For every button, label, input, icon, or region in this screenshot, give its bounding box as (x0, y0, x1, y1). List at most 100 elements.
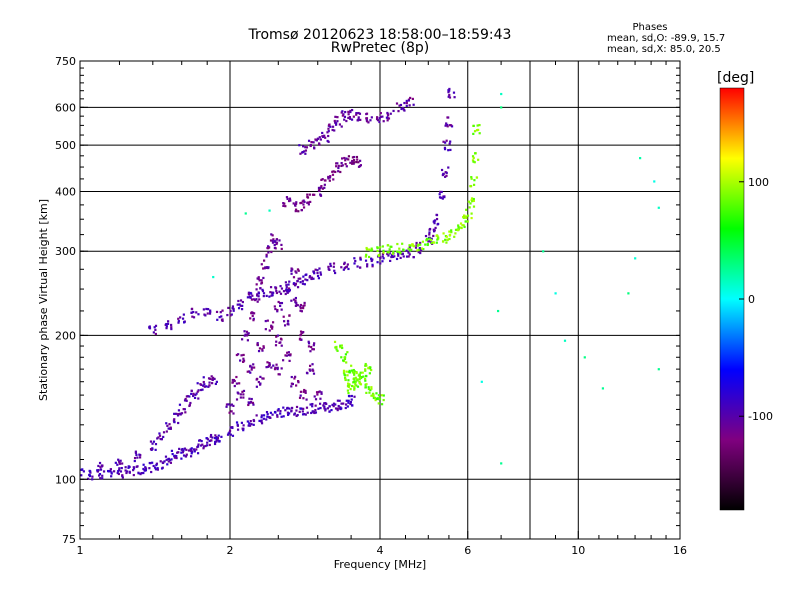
echo-point (381, 115, 384, 118)
echo-point (311, 193, 315, 196)
echo-point (166, 322, 170, 325)
echo-point (208, 312, 212, 315)
echo-point (351, 371, 354, 374)
echo-point (282, 359, 285, 362)
echo-point (134, 450, 137, 453)
echo-point (337, 164, 340, 167)
echo-point (138, 456, 142, 459)
echo-point (314, 404, 317, 407)
echo-point (428, 233, 431, 236)
echo-point (424, 234, 428, 238)
echo-point (353, 370, 356, 373)
echo-point (359, 256, 362, 259)
echo-point (266, 245, 270, 248)
echo-point (196, 452, 200, 455)
echo-point (448, 93, 451, 97)
echo-point (470, 198, 473, 202)
echo-point (408, 246, 411, 249)
echo-point (233, 379, 236, 383)
echo-point (428, 237, 431, 240)
echo-point (211, 378, 214, 381)
echo-point (329, 175, 332, 178)
echo-point (408, 244, 411, 247)
echo-point (250, 368, 253, 371)
echo-point (354, 382, 357, 386)
echo-point (290, 299, 293, 302)
echo-point (292, 282, 296, 285)
echo-point (378, 117, 381, 120)
echo-point (290, 409, 293, 412)
y-tick-label: 200 (55, 329, 76, 342)
echo-point (127, 466, 130, 469)
echo-point (262, 414, 266, 417)
echo-point (136, 456, 139, 459)
echo-point (207, 308, 210, 311)
echo-point (468, 206, 471, 209)
echo-point (297, 269, 300, 272)
echo-point (299, 330, 303, 333)
echo-point (449, 233, 452, 236)
echo-point (110, 475, 113, 478)
echo-point (297, 381, 300, 384)
echo-point (291, 406, 294, 410)
echo-point (148, 467, 151, 470)
echo-point (197, 443, 200, 446)
echo-point (326, 407, 330, 410)
echo-point (205, 307, 208, 311)
echo-point (174, 412, 178, 415)
echo-point (266, 361, 269, 364)
echo-point (314, 268, 317, 271)
echo-point (162, 431, 166, 434)
echo-point (634, 257, 637, 260)
echo-point (450, 231, 453, 234)
echo-point (435, 241, 438, 244)
echo-point (265, 266, 269, 270)
echo-point (346, 389, 350, 392)
echo-point (382, 251, 385, 254)
echo-point (132, 473, 135, 477)
echo-point (248, 424, 252, 427)
echo-point (386, 111, 389, 115)
echo-point (333, 129, 336, 132)
echo-point (381, 260, 384, 263)
echo-point (119, 470, 123, 473)
echo-point (441, 240, 445, 243)
echo-point (109, 468, 112, 471)
echo-point (403, 109, 406, 112)
echo-point (627, 292, 630, 295)
echo-point (391, 252, 394, 255)
echo-point (472, 205, 476, 208)
echo-point (382, 120, 385, 123)
echo-point (244, 212, 247, 215)
echo-point (285, 286, 288, 289)
echo-point (226, 313, 229, 317)
echo-point (308, 193, 311, 196)
echo-point (657, 206, 660, 209)
echo-point (232, 404, 235, 407)
echo-point (260, 416, 263, 419)
echo-point (352, 368, 355, 372)
echo-point (337, 170, 340, 173)
echo-point (335, 122, 338, 125)
echo-point (405, 101, 408, 105)
echo-point (189, 401, 192, 405)
echo-point (448, 87, 451, 91)
echo-point (297, 210, 300, 213)
echo-point (447, 95, 450, 98)
x-tick-label: 16 (673, 544, 687, 557)
echo-point (409, 96, 412, 100)
echo-point (407, 251, 410, 254)
echo-point (152, 464, 155, 468)
echo-point (276, 308, 279, 312)
echo-point (377, 402, 380, 405)
echo-point (280, 247, 283, 251)
echo-point (98, 474, 101, 477)
echo-point (448, 230, 451, 233)
echo-point (303, 301, 306, 305)
echo-point (159, 437, 162, 441)
echo-point (500, 462, 503, 465)
echo-point (318, 143, 321, 146)
echo-point (341, 114, 344, 117)
echo-point (144, 469, 148, 472)
echo-point (319, 406, 322, 410)
